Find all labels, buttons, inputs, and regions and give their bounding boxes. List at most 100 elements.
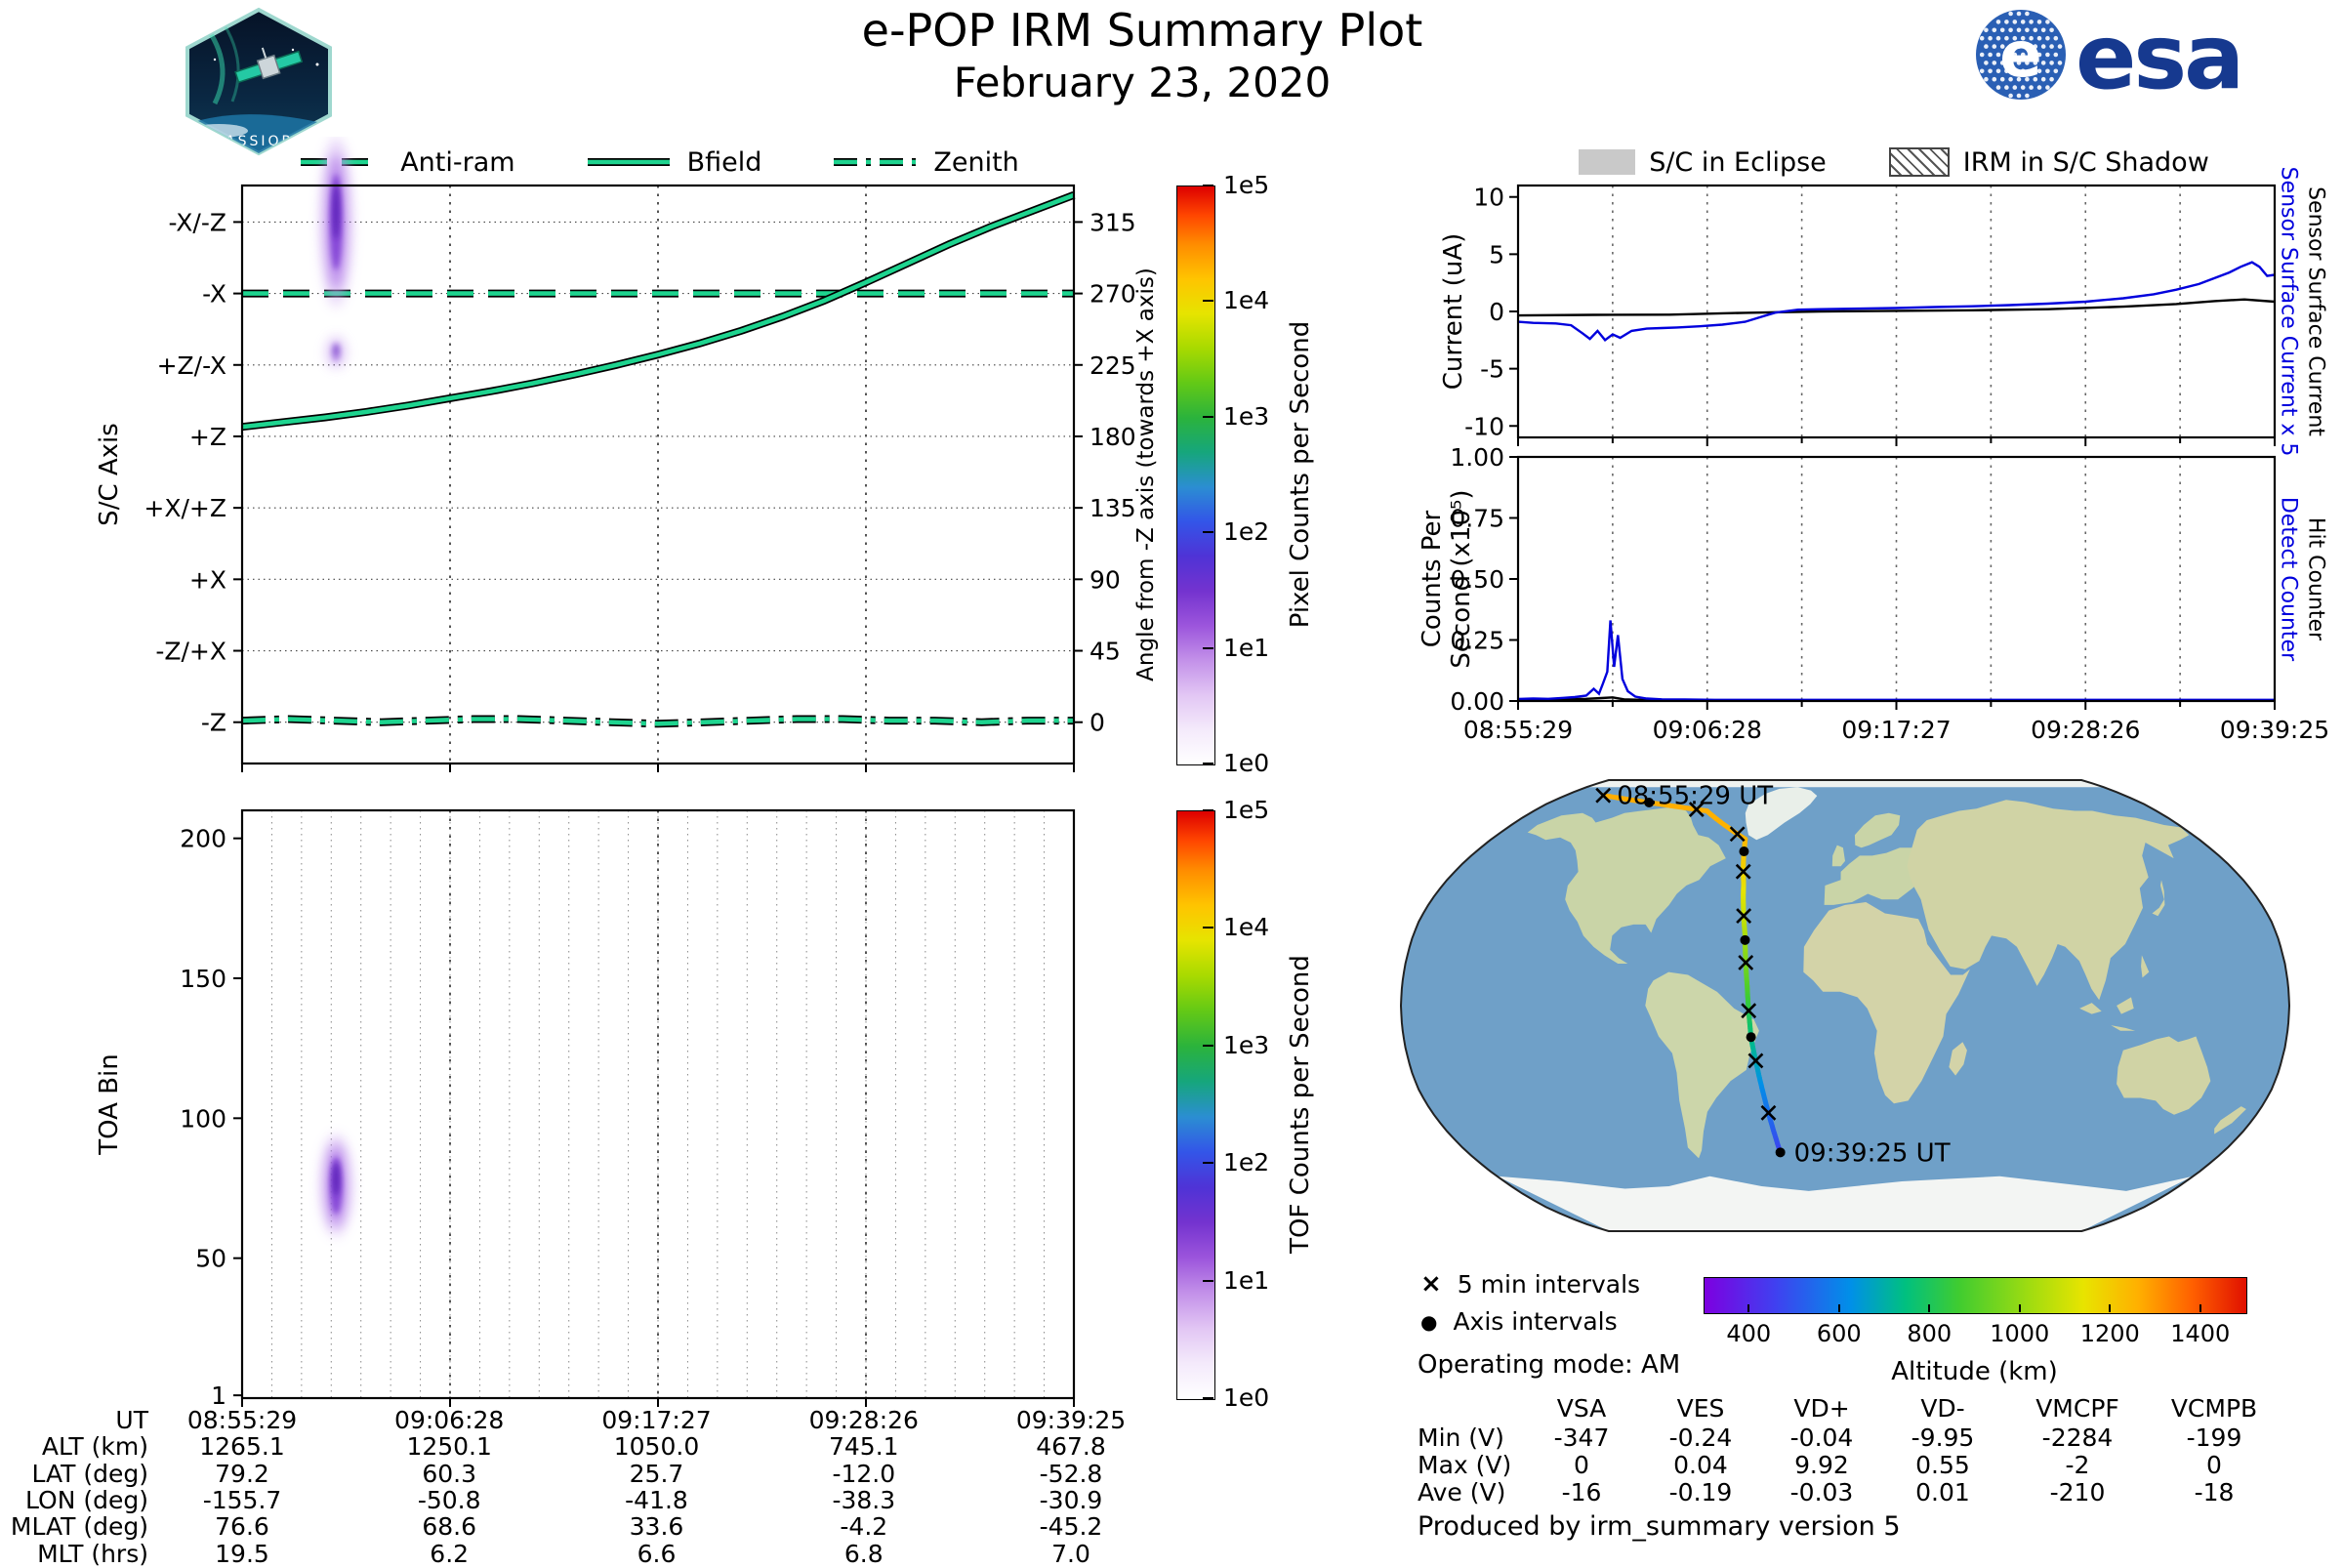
- colorbar-tick-label: 1e3: [1223, 402, 1269, 431]
- colorbar-gradient: [1176, 810, 1215, 1400]
- volt-col-header: VCMPB: [2141, 1394, 2287, 1423]
- altitude-tick-label: 600: [1800, 1320, 1878, 1347]
- cross-marker-label: 5 min intervals: [1458, 1270, 1640, 1299]
- current-plot: 1050-5-10: [1406, 146, 2343, 469]
- altitude-colorbar-title: Altitude (km): [1704, 1357, 2245, 1386]
- sc-axis-plot-body: [233, 137, 1083, 772]
- colorbar-tick-label: 1e2: [1223, 1148, 1269, 1176]
- svg-text:+X: +X: [189, 565, 226, 594]
- title-block: e-POP IRM Summary Plot February 23, 2020: [683, 4, 1601, 106]
- eph-cell: 6.8: [776, 1540, 952, 1568]
- volt-cell: -18: [2141, 1478, 2287, 1506]
- svg-text:0: 0: [1489, 298, 1504, 326]
- altitude-tick-label: 1200: [2071, 1320, 2149, 1347]
- svg-text:180: 180: [1089, 423, 1136, 451]
- counts-ylabel-line2: Second (x10⁵): [1447, 489, 1476, 668]
- svg-text:-5: -5: [1480, 355, 1504, 384]
- eph-row-label: MLAT (deg): [10, 1512, 148, 1541]
- eph-cell: -4.2: [776, 1512, 952, 1541]
- altitude-tick-label: 1400: [2161, 1320, 2240, 1347]
- volt-cell: 0: [2141, 1451, 2287, 1479]
- svg-text:270: 270: [1089, 280, 1136, 309]
- volt-cell: -2284: [2004, 1424, 2151, 1452]
- svg-text:10: 10: [1473, 184, 1504, 212]
- volt-cell: -199: [2141, 1424, 2287, 1452]
- svg-text:+Z/-X: +Z/-X: [157, 351, 226, 380]
- svg-text:100: 100: [180, 1104, 226, 1133]
- altitude-tick-label: 400: [1709, 1320, 1788, 1347]
- svg-text:50: 50: [195, 1245, 226, 1273]
- cassiope-mission-badge: CASSIOPE: [176, 6, 342, 157]
- svg-text:-Z/+X: -Z/+X: [155, 638, 226, 666]
- counts-ylabel-line1: Counts Per: [1418, 489, 1447, 668]
- svg-text:45: 45: [1089, 638, 1121, 666]
- footer-version: Produced by irm_summary version 5: [1418, 1511, 1901, 1542]
- operating-mode: Operating mode: AM: [1418, 1350, 1680, 1380]
- svg-text:225: 225: [1089, 351, 1136, 380]
- svg-text:09:28:26: 09:28:26: [2031, 716, 2140, 742]
- esa-wordmark: esa: [2076, 6, 2241, 103]
- svg-text:1.00: 1.00: [1450, 443, 1504, 472]
- volt-col-header: VD-: [1870, 1394, 2016, 1423]
- eph-row-label: MLT (hrs): [10, 1540, 148, 1568]
- eph-cell: 19.5: [154, 1540, 330, 1568]
- volt-cell: -2: [2004, 1451, 2151, 1479]
- svg-text:0: 0: [1089, 709, 1105, 737]
- altitude-colorbar-gradient: [1704, 1277, 2247, 1314]
- colorbar-tick-label: 1e0: [1223, 749, 1269, 777]
- page-date: February 23, 2020: [683, 59, 1601, 106]
- colorbar-tick-label: 1e5: [1223, 171, 1269, 199]
- current-ylabel: Current (uA): [1439, 233, 1468, 390]
- colorbar-tick-label: 1e1: [1223, 1266, 1269, 1295]
- map-marker-legend: × 5 min intervals ● Axis intervals: [1420, 1269, 1640, 1336]
- toa-ylabel: TOA Bin: [95, 1053, 124, 1154]
- colorbar-tick-label: 1e2: [1223, 517, 1269, 546]
- detect-counter-label: Detect Counter: [2277, 497, 2301, 661]
- sc-axis-ylabel: S/C Axis: [95, 423, 124, 526]
- colorbar-tick-label: 1e3: [1223, 1031, 1269, 1059]
- svg-text:09:39:25: 09:39:25: [2220, 716, 2329, 742]
- hit-counter-label: Hit Counter: [2304, 517, 2328, 640]
- svg-text:-X/-Z: -X/-Z: [169, 208, 226, 236]
- dot-marker-label: Axis intervals: [1453, 1307, 1617, 1336]
- svg-text:+Z: +Z: [189, 423, 226, 451]
- sensor-current-x5-label: Sensor Surface Current x 5: [2277, 167, 2301, 457]
- svg-text:09:06:28: 09:06:28: [1653, 716, 1762, 742]
- page-title: e-POP IRM Summary Plot: [683, 4, 1601, 57]
- colorbar-tick-label: 1e5: [1223, 796, 1269, 824]
- volt-cell: -9.95: [1870, 1424, 2016, 1452]
- esa-logo: e esa: [1972, 6, 2304, 103]
- volt-cell: 0.55: [1870, 1451, 2016, 1479]
- sensor-current-label: Sensor Surface Current: [2304, 186, 2328, 436]
- svg-text:0.00: 0.00: [1450, 687, 1504, 716]
- eph-cell: 68.6: [361, 1512, 537, 1541]
- colorbar-tick-label: 1e4: [1223, 286, 1269, 314]
- eph-cell: 33.6: [569, 1512, 745, 1541]
- eph-cell: 6.6: [569, 1540, 745, 1568]
- svg-text:135: 135: [1089, 494, 1136, 522]
- altitude-tick-label: 1000: [1981, 1320, 2059, 1347]
- volt-cell: -210: [2004, 1478, 2151, 1506]
- colorbar-gradient: [1176, 186, 1215, 765]
- svg-text:90: 90: [1089, 565, 1121, 594]
- esa-globe-e: e: [1999, 20, 2041, 92]
- eph-cell: 7.0: [983, 1540, 1159, 1568]
- eph-cell: 6.2: [361, 1540, 537, 1568]
- cross-marker-icon: ×: [1420, 1269, 1442, 1299]
- svg-text:200: 200: [180, 825, 226, 853]
- angle-axis-label: Angle from -Z axis (towards +X axis): [1133, 268, 1159, 681]
- svg-text:-Z: -Z: [201, 709, 226, 737]
- sc-axis-plot: -X/-Z-X+Z/-X+Z+X/+Z+X-Z/+X-Z315270225180…: [146, 137, 1191, 781]
- svg-text:-X: -X: [202, 280, 226, 309]
- volt-col-header: VMCPF: [2004, 1394, 2151, 1423]
- map-start-label: 08:55:29 UT: [1617, 782, 1773, 811]
- counts-ylabel: Counts Per Second (x10⁵): [1418, 489, 1476, 668]
- svg-text:5: 5: [1489, 240, 1504, 268]
- volt-cell: 0.01: [1870, 1478, 2016, 1506]
